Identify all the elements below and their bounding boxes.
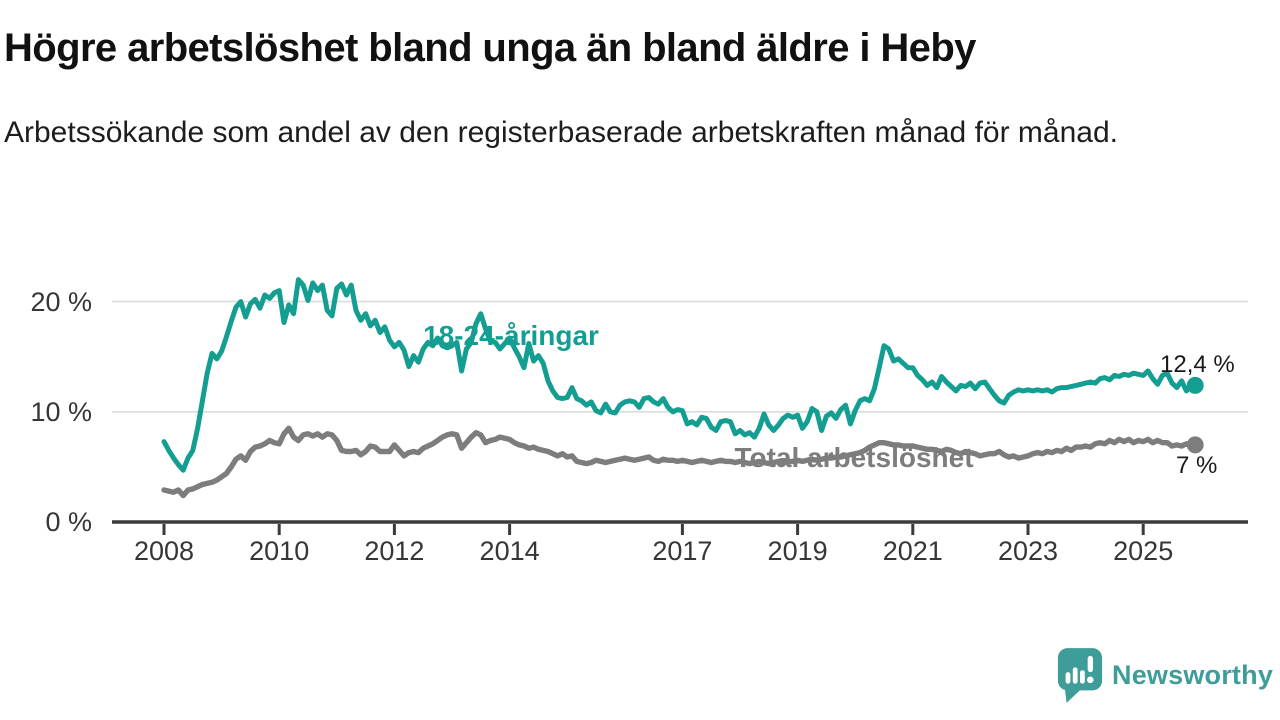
chart-subtitle: Arbetssökande som andel av den registerb… [4,116,1118,149]
series-line-youth [161,277,1194,473]
newsworthy-logo[interactable]: Newsworthy [1056,646,1273,705]
x-tick-label: 2023 [997,536,1059,566]
end-value-label-youth: 12,4 % [1160,351,1235,378]
y-tick-label: 0 % [45,507,92,537]
page-title: Högre arbetslöshet bland unga än bland ä… [4,26,976,70]
x-tick-label: 2021 [882,536,943,566]
x-tick-label: 2012 [364,536,425,566]
x-tick-label: 2010 [249,536,310,566]
y-tick-label: 10 % [30,396,92,427]
newsworthy-logo-text: Newsworthy [1112,660,1274,690]
newsworthy-logo-icon [1057,648,1103,703]
x-tick-label: 2025 [1113,536,1174,566]
y-tick-label: 20 % [30,286,92,317]
series-label-total: Total arbetslöshet [734,442,974,473]
end-value-label-total: 7 % [1176,452,1218,479]
x-tick-label: 2019 [767,536,828,566]
series-line-total [161,425,1194,499]
x-tick-label: 2014 [479,536,540,566]
x-tick-label: 2017 [652,536,713,566]
series-label-youth: 18-24-åringar [423,320,599,351]
end-dot-total [1186,436,1204,454]
x-tick-label: 2008 [133,536,195,566]
end-dot-youth [1186,376,1204,394]
